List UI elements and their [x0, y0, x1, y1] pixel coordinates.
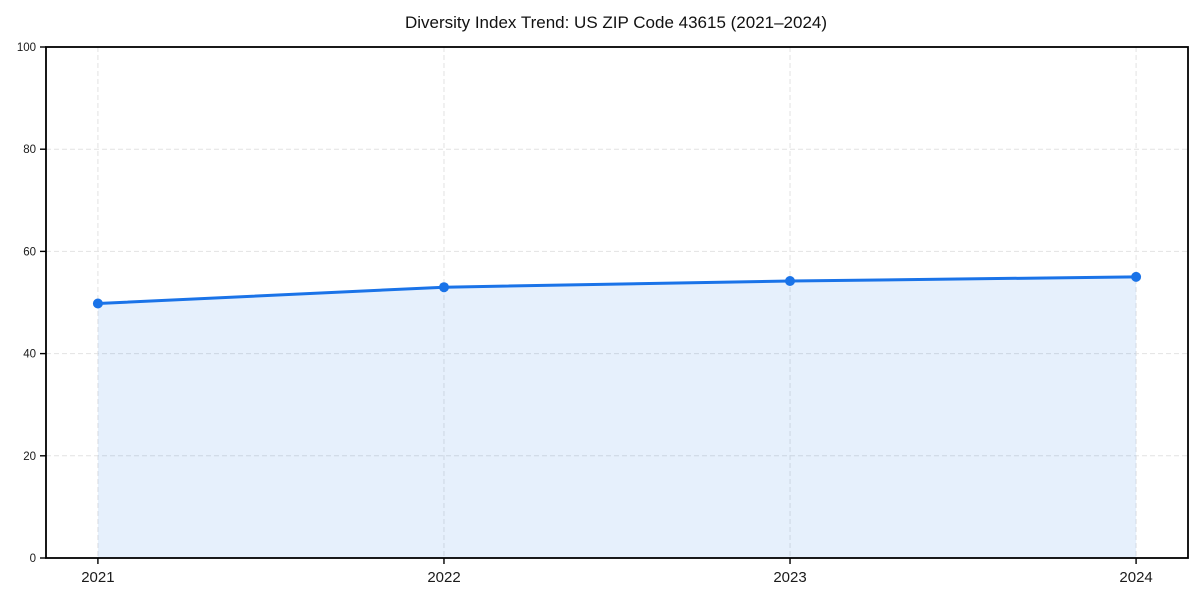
area-fill-shape [97, 276, 1137, 558]
x-tick-label: 2023 [773, 569, 806, 586]
tick-labels: 0 20 40 60 80 100 2021 2022 2023 2024 [17, 42, 1153, 586]
data-point-marker [439, 282, 449, 293]
plot-border [45, 46, 1189, 559]
trend-line [96, 275, 1138, 305]
y-tick-label: 100 [17, 42, 36, 54]
data-point-marker [92, 298, 103, 309]
y-tick-label: 0 [30, 553, 36, 565]
axes-spines [40, 46, 1189, 564]
data-point-marker [785, 276, 795, 286]
y-tick-label: 40 [23, 349, 36, 361]
y-tick-label: 60 [23, 246, 36, 258]
trend-line-path [96, 275, 1138, 305]
data-point-marker [1131, 271, 1142, 282]
x-tick-label: 2024 [1119, 569, 1152, 586]
y-tick-label: 80 [23, 144, 36, 156]
data-points [92, 271, 1142, 309]
chart-title: Diversity Index Trend: US ZIP Code 43615… [405, 13, 827, 32]
area-fill [97, 276, 1137, 558]
x-tick-label: 2022 [427, 569, 460, 586]
y-tick-label: 20 [23, 451, 36, 463]
x-tick-label: 2021 [81, 569, 114, 586]
